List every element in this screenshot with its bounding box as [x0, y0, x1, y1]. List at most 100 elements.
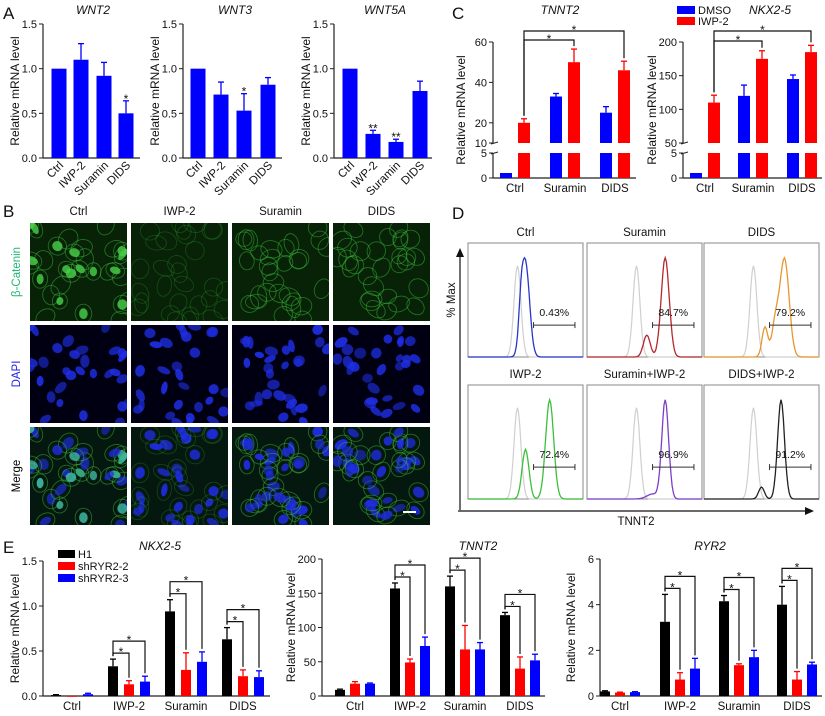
membrane [201, 223, 222, 240]
bar-suramin-shryr2-2 [734, 665, 744, 696]
axes: 0 550 100 150 200 [659, 37, 822, 185]
nucleus [218, 406, 228, 417]
membrane [160, 305, 180, 321]
nucleus [135, 365, 145, 377]
nucleus [254, 493, 263, 508]
bar-ctrl-iwp-2-lower [518, 153, 530, 178]
significance-marker: ** [391, 130, 401, 144]
y-axis-label: Relative mRNA level [299, 36, 313, 145]
membrane [167, 459, 187, 478]
micrograph-dapi-iwp-2 [131, 325, 228, 423]
nucleus [365, 499, 378, 507]
nucleus [298, 417, 308, 423]
membrane [112, 294, 127, 315]
nucleus [254, 453, 265, 461]
axis-break-mark [490, 141, 499, 145]
nucleus [267, 379, 280, 390]
nucleus [101, 427, 111, 435]
membrane [189, 499, 208, 519]
x-tick-label: DIDS [247, 159, 275, 187]
membrane [361, 290, 383, 308]
membrane [389, 223, 409, 238]
gate-percentage: 0.43% [539, 307, 569, 319]
nucleus [382, 497, 393, 504]
micrograph--catenin-dids [333, 223, 430, 321]
membrane [51, 496, 68, 514]
membrane [237, 433, 255, 455]
bar-suramin-iwp-2-lower [568, 153, 580, 178]
chart-title: TNNT2 [459, 539, 498, 553]
membrane [361, 494, 383, 512]
nuclear-beta-catenin [69, 248, 80, 257]
y-axis-label: Relative mRNA level [454, 55, 468, 164]
membrane [343, 427, 364, 442]
x-tick-label: DIDS [399, 159, 427, 187]
legend-swatch-shryr2-2 [58, 562, 75, 570]
nucleus [273, 492, 286, 503]
nucleus [395, 354, 403, 362]
membrane [99, 466, 119, 485]
membrane [366, 241, 386, 261]
legend-swatch-iwp2 [677, 17, 695, 25]
membrane [392, 229, 409, 248]
membrane [285, 295, 302, 319]
x-tick-label: IWP-2 [664, 701, 696, 713]
micrograph-merge-dids [333, 427, 430, 525]
membrane [258, 256, 278, 276]
nucleus [101, 325, 111, 333]
membrane [105, 262, 126, 279]
membrane [145, 438, 167, 455]
bar-suramin-h1 [445, 586, 455, 696]
y-tick-label: 0 [588, 691, 594, 703]
membrane [167, 255, 187, 274]
significance-marker: * [242, 85, 247, 99]
nucleus [347, 428, 359, 438]
x-tick-label: DIDS [783, 701, 811, 713]
nucleus [322, 445, 329, 457]
membrane [189, 295, 208, 315]
nucleus [54, 483, 67, 496]
membrane [359, 496, 381, 515]
nucleus [179, 325, 187, 338]
y-tick-label: 0.5 [22, 108, 37, 120]
y-tick-label: 200 [659, 37, 677, 49]
membrane [113, 241, 127, 261]
nucleus [52, 343, 63, 354]
comparison-significance: * [119, 645, 124, 659]
bar-dids-iwp-2 [618, 70, 630, 143]
panel-letter-c: C [452, 4, 464, 23]
y-axis-label: Relative mRNA level [8, 574, 22, 683]
nucleus [114, 519, 126, 525]
membrane [61, 264, 81, 283]
nucleus [79, 512, 88, 524]
comparison-significance: * [736, 33, 741, 47]
nucleus [244, 503, 255, 513]
nucleus [114, 417, 126, 423]
membrane [278, 287, 301, 306]
nucleus [135, 491, 146, 504]
membrane [139, 427, 160, 445]
nucleus [395, 456, 403, 464]
x-tick-label: Ctrl [63, 701, 81, 713]
comparison-bracket [394, 564, 426, 635]
nucleus [247, 438, 254, 451]
membrane [118, 495, 127, 516]
y-tick-label: 1.5 [22, 19, 37, 31]
nucleus [243, 357, 251, 368]
micrograph-merge-iwp-2 [131, 427, 228, 525]
gate-percentage: 79.2% [775, 307, 805, 319]
membrane [260, 240, 283, 259]
membrane [261, 262, 279, 282]
nucleus [318, 486, 327, 499]
y-tick-label: 150 [659, 71, 677, 83]
y-tick-label: 1.0 [313, 64, 328, 76]
panel-letter-d: D [452, 204, 464, 223]
membrane [281, 496, 302, 516]
nucleus [206, 415, 220, 423]
membrane [258, 460, 278, 480]
membrane [131, 258, 150, 280]
nucleus [144, 430, 156, 441]
bar-ctrl-shryr2-3 [365, 683, 375, 696]
membrane [99, 262, 119, 281]
